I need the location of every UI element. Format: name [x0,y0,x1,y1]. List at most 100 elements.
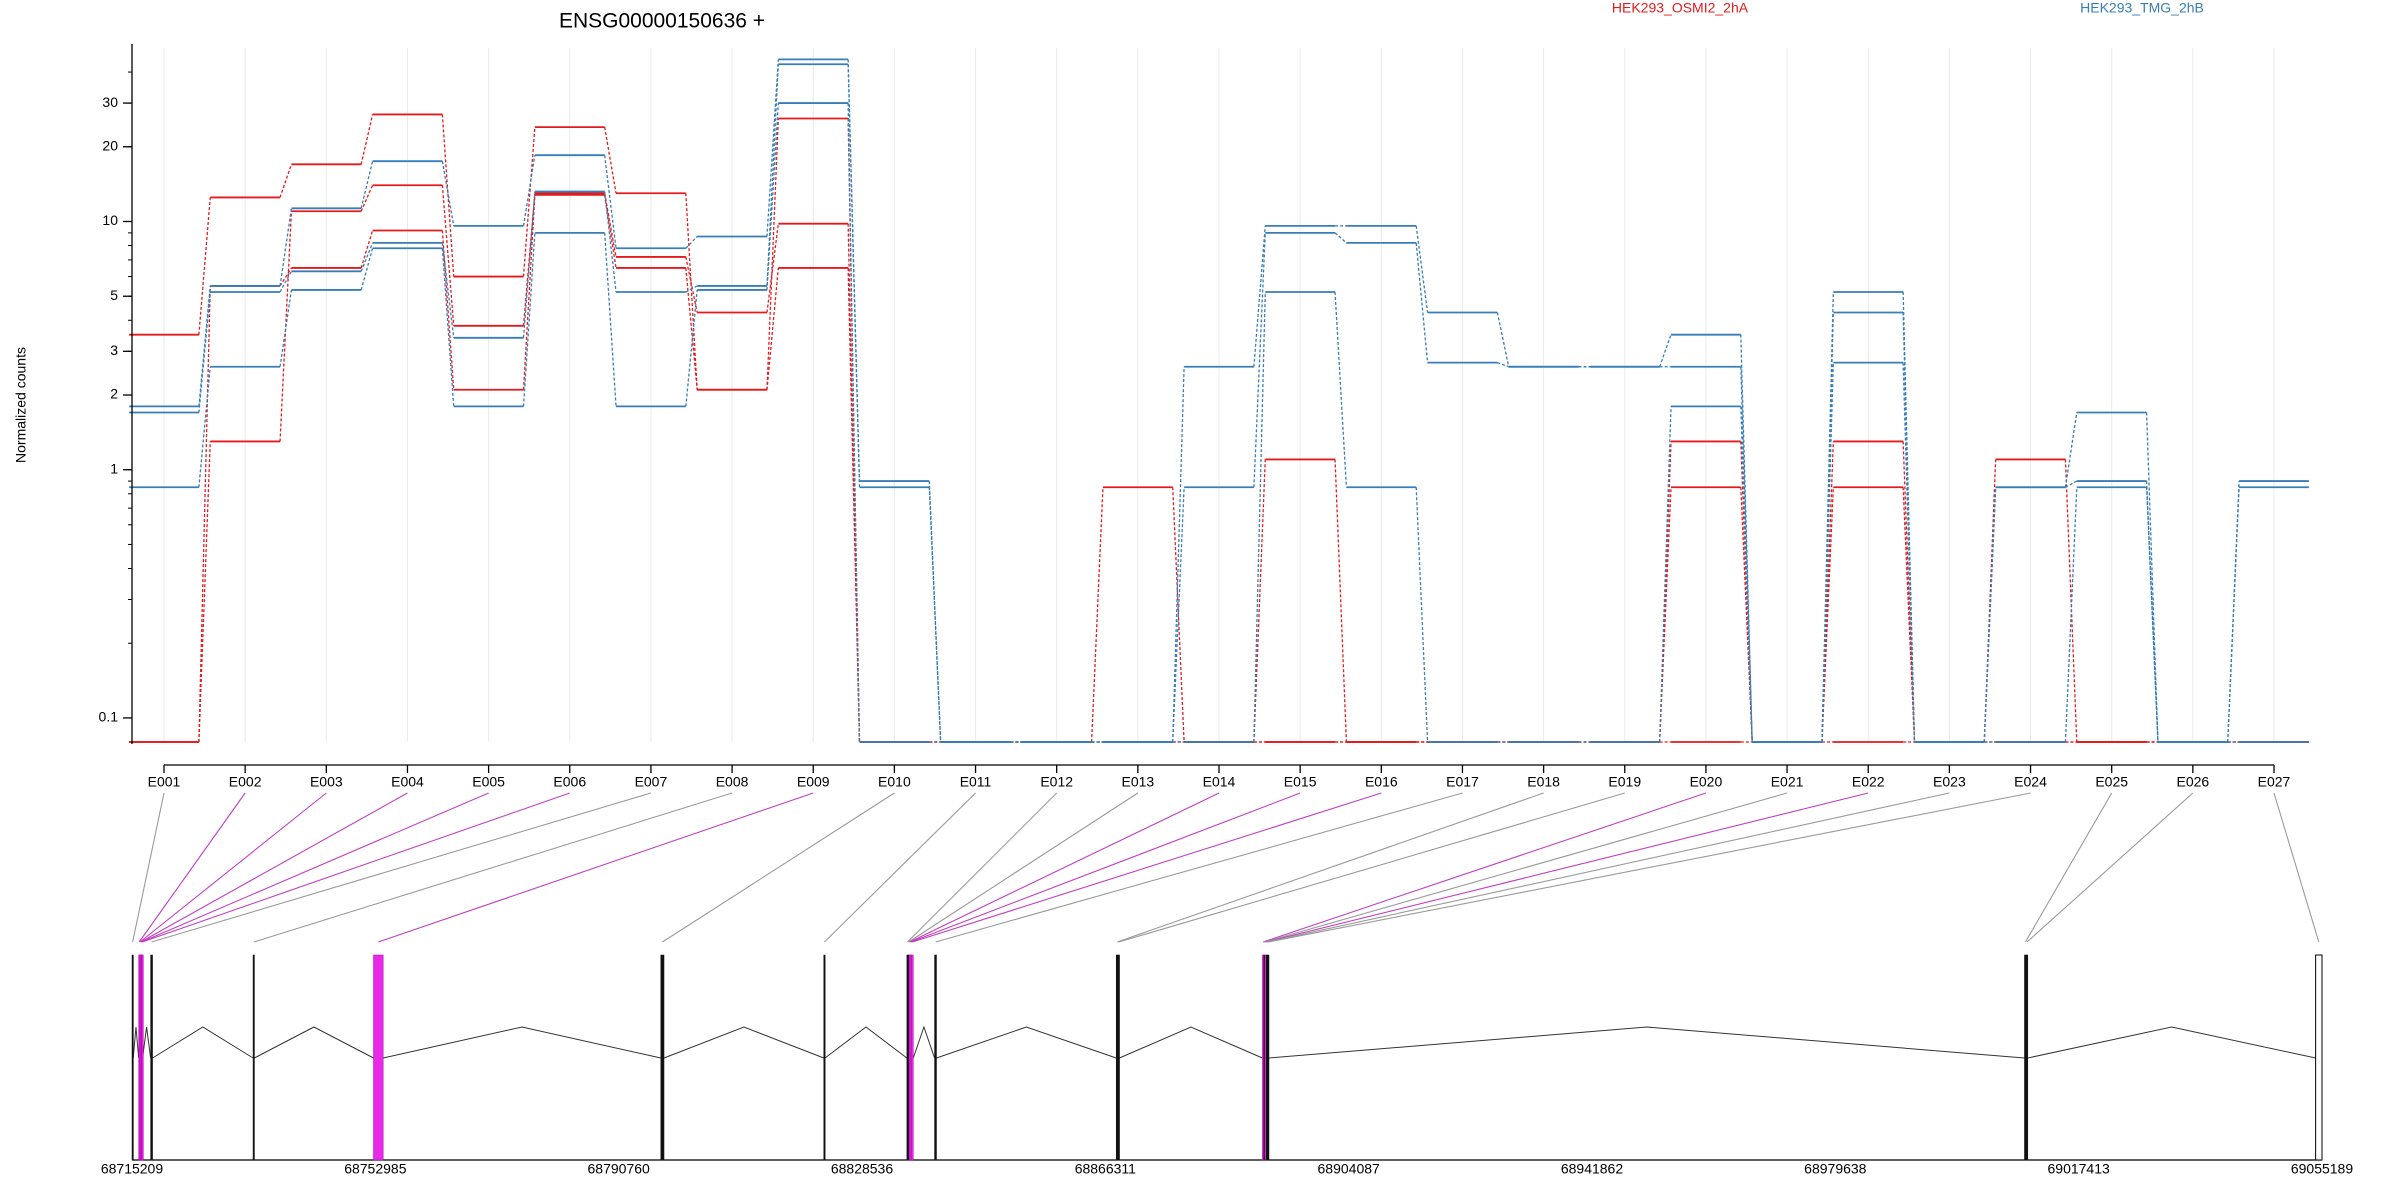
series-connector [2065,480,2078,488]
coordinate-label: 68979638 [1804,1161,1867,1177]
exon-label-E007: E007 [635,774,668,790]
series-connector [1415,487,1429,743]
exon-E008 [252,954,255,1161]
connector-E022 [1265,792,1869,943]
exon-E010 [660,954,665,1161]
coordinate-label: 68752985 [344,1161,407,1177]
exon-label-E003: E003 [310,774,343,790]
connector-E017 [935,792,1463,943]
series-connector [360,248,374,291]
series-connector [2064,487,2078,743]
intron [383,1026,661,1059]
series-connector [1415,225,1429,313]
exon-label-E020: E020 [1690,774,1723,790]
exon-label-E014: E014 [1203,774,1236,790]
connector-E014 [909,792,1220,943]
series-connector [279,270,292,293]
series-connector [198,197,211,335]
connector-E009 [378,792,814,943]
coordinate-label: 68828536 [831,1161,894,1177]
series-connector [1497,362,1509,368]
y-tick-label: 3 [110,342,118,358]
series-connector [685,267,698,390]
exon-label-E016: E016 [1365,774,1398,790]
series-connector [441,185,455,326]
series-connector [1253,225,1266,367]
intron [1268,1026,2025,1059]
series-connector [766,103,779,290]
series-connector [360,230,374,269]
intron [1119,1026,1263,1059]
connector-E013 [908,792,1139,943]
series-connector [1902,362,1916,743]
exon-E016 [911,954,914,1161]
connector-E003 [139,792,327,943]
series-connector [1253,291,1266,743]
series-connector [1496,312,1510,367]
series-connector [1740,406,1753,743]
series-connector [1740,334,1753,743]
exon-label-E005: E005 [472,774,505,790]
connector-E001 [132,792,165,943]
coordinate-label: 69017413 [2048,1161,2111,1177]
series-connector [685,236,698,249]
connector-E004 [140,792,408,943]
series-connector [522,194,536,390]
series-connector [847,64,861,488]
series-connector [1253,459,1266,743]
series-connector [604,155,617,249]
series-connector [1902,312,1916,743]
coordinate-label: 68790760 [588,1161,651,1177]
series-connector [522,155,536,227]
exon-label-E025: E025 [2095,774,2128,790]
gene-model: 68715209 68752985 68790760 68828536 68866311… [101,954,2353,1177]
chart-title: ENSG00000150636 + [559,10,765,33]
connector-E007 [151,792,652,943]
series-connector [441,114,455,277]
series-connector [522,191,536,338]
connector-E027 [2273,792,2320,943]
exon-E018 [1115,954,1119,1161]
connector-E011 [824,792,976,943]
series-connector [685,256,698,313]
y-tick-label: 0.1 [99,709,119,725]
series-connector [1090,487,1104,743]
series-connector [1659,406,1672,743]
y-tick-label: 20 [102,137,118,153]
series-connector [279,289,293,367]
connector-E015 [910,792,1301,943]
legend: HEK293_OSMI2_2hA HEK293_TMG_2hB [1612,0,2204,16]
intron [132,1026,140,1059]
series-connector [522,232,536,407]
series-connector [279,164,293,198]
connector-E016 [912,792,1382,943]
series-connector [2064,412,2078,488]
series-connector [1172,487,1185,743]
grid-lines [163,48,2275,742]
intron [254,1026,374,1059]
series-connector [766,118,779,390]
connector-E020 [1262,792,1707,943]
connector-E008 [253,792,733,943]
series-connector [1821,362,1834,743]
exon-label-E013: E013 [1121,774,1154,790]
intron [936,1026,1117,1059]
series-connector [441,248,455,407]
series-connector [198,366,211,488]
series-connector [441,230,455,390]
series-connector [1983,487,1997,743]
connector-E025 [2024,792,2113,943]
series-connector [685,289,698,407]
connector-E026 [2026,792,2194,943]
series-connector [685,285,698,293]
exon-label-E006: E006 [553,774,586,790]
exon-label-E011: E011 [960,774,992,790]
exon-label-E001: E001 [148,774,181,790]
series-connector [604,191,617,293]
exon-label-E023: E023 [1933,774,1966,790]
series-connector [279,208,293,287]
series-connector [2145,487,2159,743]
exon-E007 [150,954,153,1161]
exon-E025 [2024,954,2027,1161]
